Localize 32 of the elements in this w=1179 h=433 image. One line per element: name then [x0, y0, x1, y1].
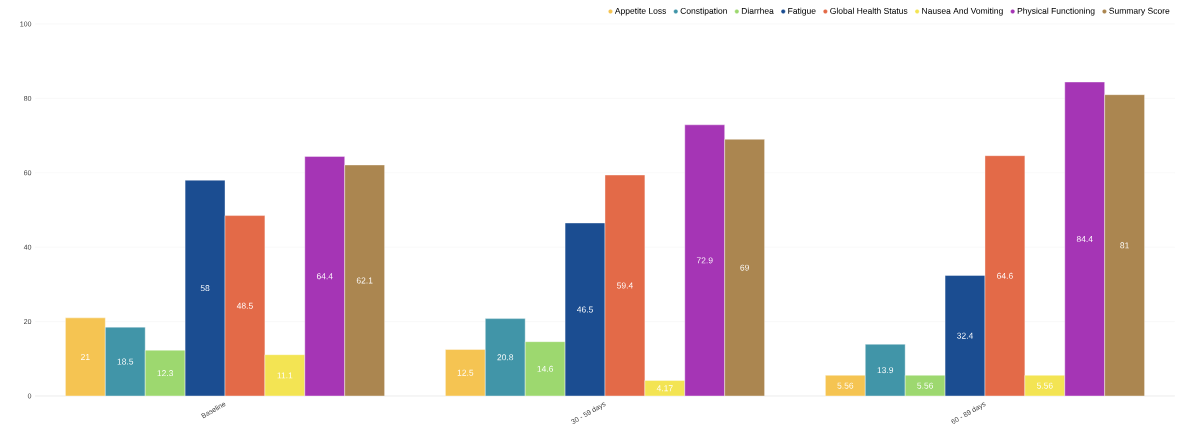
data-label: 21 — [81, 353, 90, 360]
data-label: 64.6 — [997, 272, 1013, 279]
legend-label: Constipation — [680, 7, 727, 16]
legend-label: Fatigue — [788, 7, 816, 16]
data-label: 69 — [740, 264, 749, 271]
legend-label: Appetite Loss — [614, 7, 667, 16]
legend-label: Summary Score — [1109, 7, 1170, 16]
data-label: 14.6 — [537, 365, 554, 372]
legend-label: Global Health Status — [830, 7, 908, 14]
data-label: 12.5 — [457, 369, 474, 376]
data-label: 12.3 — [157, 370, 174, 377]
legend-label: Physical Functioning — [1017, 7, 1095, 16]
data-label: 48.5 — [236, 302, 253, 309]
data-label: 11.1 — [277, 372, 293, 379]
data-label: 4.17 — [656, 385, 673, 392]
data-label: 72.9 — [696, 257, 713, 264]
data-label: 62.1 — [356, 277, 373, 284]
data-label: 84.4 — [1076, 236, 1093, 243]
data-label: 59.4 — [617, 282, 633, 289]
data-label: 13.9 — [877, 367, 894, 374]
legend-label: Nausea And Vomiting — [922, 7, 1003, 16]
data-label: 5.56 — [917, 382, 934, 389]
data-label: 5.56 — [837, 382, 854, 389]
data-label: 20.8 — [497, 354, 514, 361]
data-label: 64.4 — [316, 273, 333, 280]
legend-label: Diarrhea — [741, 7, 774, 14]
data-label: 32.4 — [957, 332, 974, 339]
data-label: 46.5 — [576, 306, 593, 313]
data-label: 58 — [200, 285, 210, 292]
data-label: 5.56 — [1036, 382, 1053, 389]
data-label: 18.5 — [117, 358, 134, 365]
data-label: 81 — [1120, 242, 1129, 249]
